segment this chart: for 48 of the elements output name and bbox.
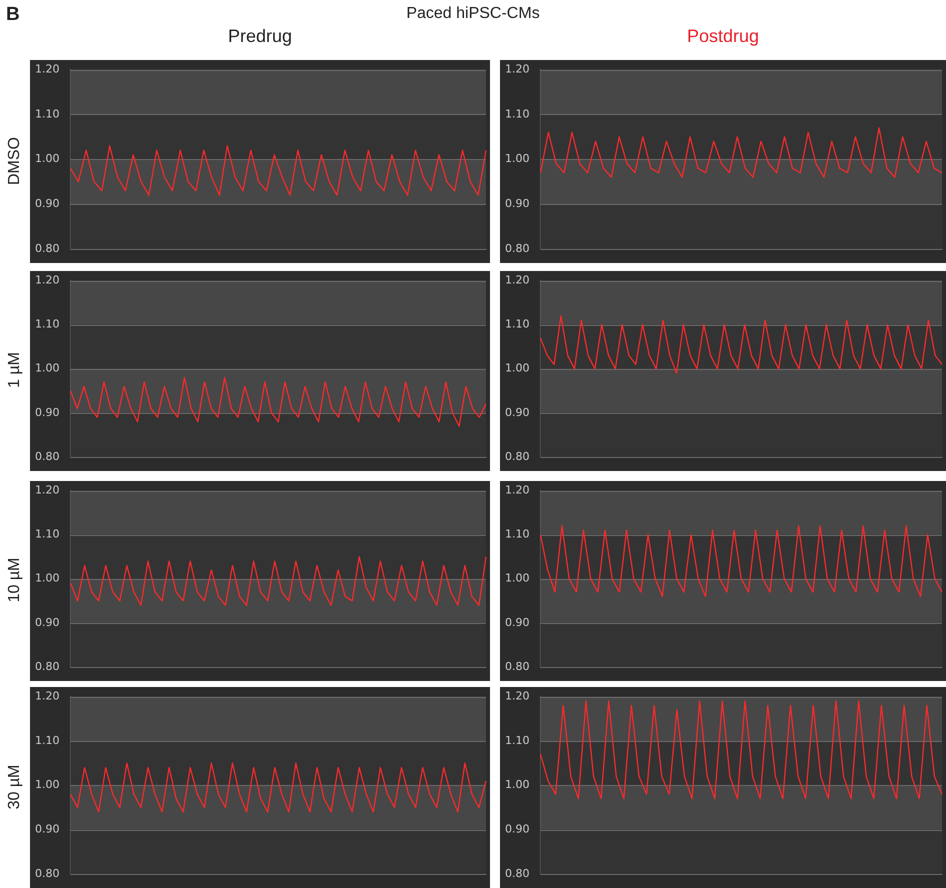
y-tick-label: 0.80: [504, 450, 530, 463]
y-tick-label: 1.10: [504, 318, 530, 331]
y-tick-label: 1.10: [504, 528, 530, 541]
y-axis-title: 10 µM: [6, 556, 24, 604]
y-tick-label: 0.80: [504, 660, 530, 673]
y-tick-label: 0.80: [34, 242, 60, 255]
chart-title: Postdrug: [686, 26, 760, 47]
y-tick-label: 1.20: [504, 62, 530, 76]
y-tick-label: 0.90: [504, 616, 530, 629]
y-tick-label: 1.00: [504, 362, 530, 375]
y-tick-label: 0.90: [504, 197, 530, 210]
y-tick-label: 1.00: [34, 778, 60, 792]
y-tick-label: 1.20: [34, 689, 60, 702]
y-tick-label: 1.00: [504, 572, 530, 585]
y-tick-label: 1.20: [504, 273, 530, 286]
y-tick-label: 0.90: [34, 822, 60, 836]
y-tick-label: 1.10: [34, 734, 60, 747]
y-tick-label: 0.90: [504, 406, 530, 419]
y-tick-label: 1.20: [34, 483, 60, 496]
y-tick-label: 1.10: [504, 107, 530, 120]
y-tick-label: 1.00: [34, 152, 60, 166]
y-tick-label: 1.20: [34, 62, 60, 76]
y-tick-label: 0.80: [504, 866, 530, 880]
y-tick-label: 0.90: [34, 616, 60, 629]
y-tick-label: 1.10: [34, 528, 60, 541]
y-tick-label: 1.20: [34, 273, 60, 286]
y-tick-label: 1.00: [34, 572, 60, 585]
y-axis-title: 30 µM: [6, 763, 24, 811]
text: Paced hiPSC-CMs: [406, 5, 540, 22]
y-tick-label: 1.10: [34, 107, 60, 120]
chart-title: Predrug: [226, 26, 294, 47]
y-tick-label: 1.00: [34, 362, 60, 375]
y-tick-label: 0.80: [34, 450, 60, 463]
y-axis-title: 1 µM: [6, 351, 24, 390]
y-tick-label: 1.10: [504, 734, 530, 747]
y-tick-label: 0.90: [34, 406, 60, 419]
y-tick-label: 0.80: [504, 242, 530, 255]
y-axis-title: DMSO: [6, 136, 24, 186]
y-tick-label: 1.20: [504, 483, 530, 496]
y-tick-label: 1.00: [504, 152, 530, 166]
y-tick-label: 0.80: [34, 660, 60, 673]
y-tick-label: 1.10: [34, 318, 60, 331]
y-tick-label: 1.00: [504, 778, 530, 792]
y-tick-label: 0.80: [34, 866, 60, 880]
text: B: [6, 4, 20, 26]
y-tick-label: 0.90: [504, 822, 530, 836]
y-tick-label: 0.90: [34, 197, 60, 210]
y-tick-label: 1.20: [504, 689, 530, 702]
